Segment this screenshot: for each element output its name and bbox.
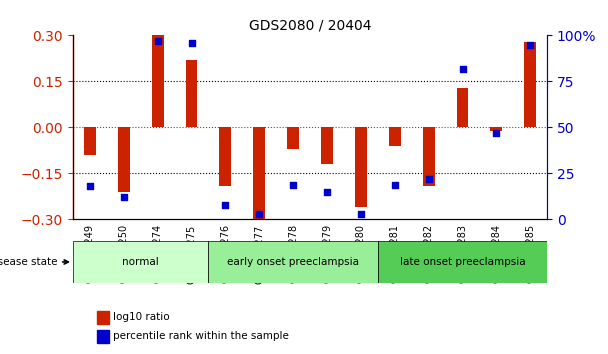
Point bbox=[356, 211, 366, 217]
Bar bbox=[152, 35, 164, 127]
Point bbox=[491, 130, 501, 136]
Text: late onset preeclampsia: late onset preeclampsia bbox=[399, 257, 525, 267]
Bar bbox=[97, 311, 108, 324]
Text: disease state: disease state bbox=[0, 257, 68, 267]
Text: log10 ratio: log10 ratio bbox=[113, 312, 170, 322]
Point bbox=[153, 38, 162, 44]
Bar bbox=[423, 127, 435, 186]
FancyBboxPatch shape bbox=[209, 241, 378, 283]
Text: normal: normal bbox=[122, 257, 159, 267]
Bar bbox=[457, 87, 468, 127]
Bar bbox=[491, 127, 502, 131]
Point bbox=[288, 182, 298, 187]
FancyBboxPatch shape bbox=[378, 241, 547, 283]
Bar bbox=[219, 127, 231, 186]
Bar bbox=[84, 127, 96, 155]
Bar bbox=[389, 127, 401, 146]
Point bbox=[221, 202, 230, 207]
FancyBboxPatch shape bbox=[73, 241, 209, 283]
Point bbox=[424, 176, 434, 182]
Point bbox=[187, 40, 196, 46]
Bar bbox=[524, 41, 536, 127]
Text: early onset preeclampsia: early onset preeclampsia bbox=[227, 257, 359, 267]
Bar bbox=[97, 330, 108, 343]
Point bbox=[458, 66, 468, 72]
Bar bbox=[185, 60, 198, 127]
Bar bbox=[321, 127, 333, 164]
Title: GDS2080 / 20404: GDS2080 / 20404 bbox=[249, 19, 371, 33]
Bar bbox=[118, 127, 130, 192]
Point bbox=[322, 189, 332, 195]
Point bbox=[390, 182, 399, 187]
Text: percentile rank within the sample: percentile rank within the sample bbox=[113, 331, 289, 341]
Bar bbox=[355, 127, 367, 207]
Bar bbox=[254, 127, 265, 219]
Bar bbox=[287, 127, 299, 149]
Point bbox=[119, 195, 129, 200]
Point bbox=[525, 42, 535, 47]
Point bbox=[85, 183, 95, 189]
Point bbox=[254, 211, 264, 217]
